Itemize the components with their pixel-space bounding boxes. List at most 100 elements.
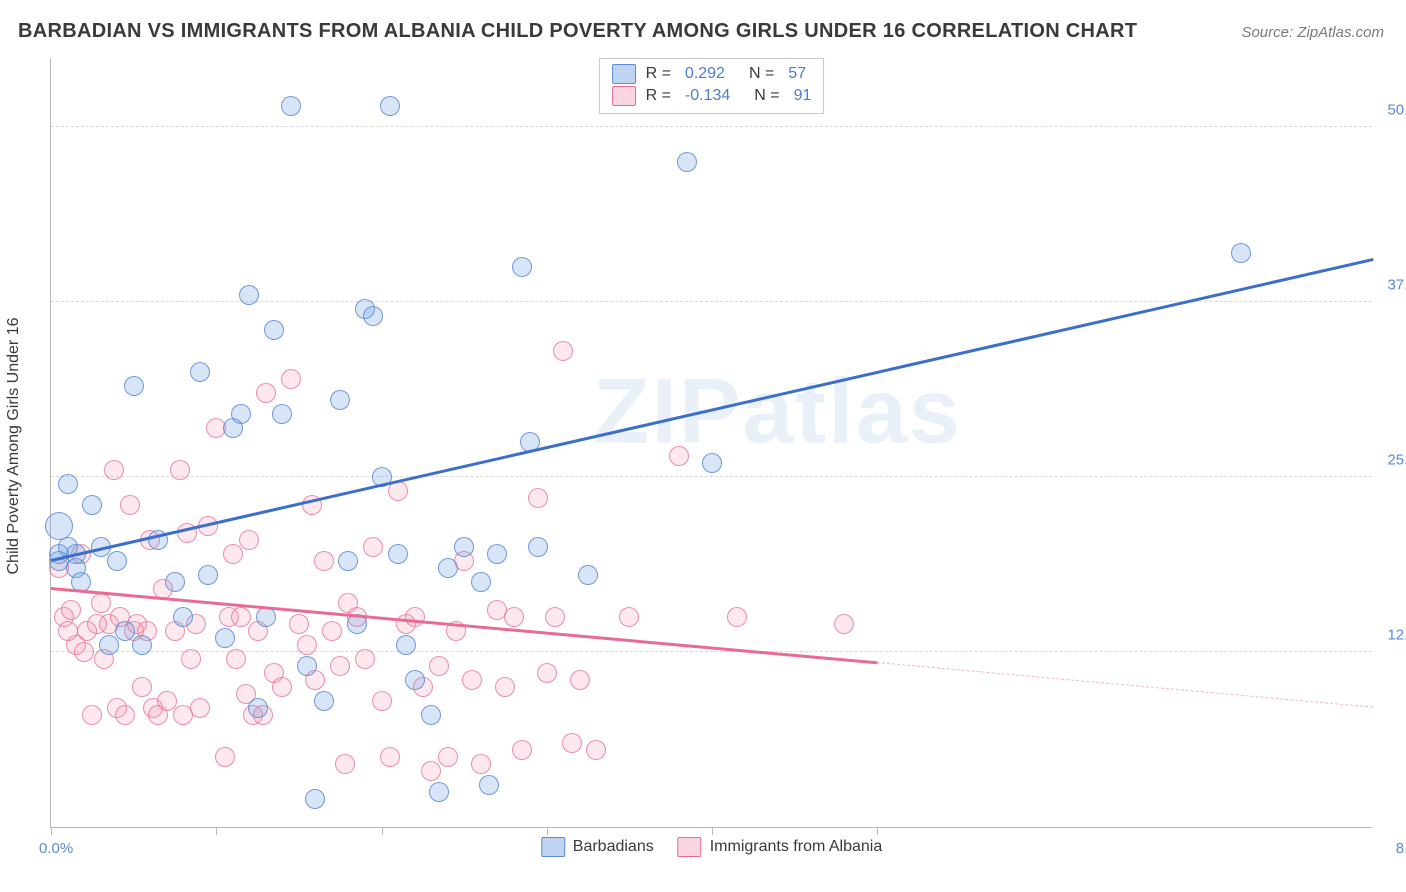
legend-label-pink: Immigrants from Albania — [710, 838, 883, 856]
data-point-blue — [82, 495, 102, 515]
chart-title: BARBADIAN VS IMMIGRANTS FROM ALBANIA CHI… — [18, 20, 1137, 43]
data-point-blue — [132, 635, 152, 655]
data-point-pink — [669, 446, 689, 466]
legend-row-blue: R = 0.292 N = 57 — [612, 63, 812, 85]
data-point-blue — [239, 285, 259, 305]
x-tick — [547, 827, 548, 835]
data-point-blue — [338, 551, 358, 571]
x-tick-label-max: 8.0% — [1396, 840, 1406, 857]
data-point-pink — [82, 705, 102, 725]
data-point-pink — [314, 551, 334, 571]
scatter-plot: ZIPatlas R = 0.292 N = 57 R = -0.134 N =… — [50, 58, 1372, 828]
data-point-pink — [405, 607, 425, 627]
data-point-pink — [512, 740, 532, 760]
x-tick — [216, 827, 217, 835]
data-point-blue — [528, 537, 548, 557]
trendline-pink-dashed — [877, 662, 1373, 708]
data-point-pink — [495, 677, 515, 697]
data-point-blue — [231, 404, 251, 424]
data-point-pink — [372, 691, 392, 711]
data-point-blue — [190, 362, 210, 382]
data-point-blue — [215, 628, 235, 648]
data-point-blue — [58, 474, 78, 494]
data-point-pink — [289, 614, 309, 634]
data-point-pink — [834, 614, 854, 634]
data-point-blue — [124, 376, 144, 396]
data-point-pink — [115, 705, 135, 725]
data-point-blue — [380, 96, 400, 116]
data-point-blue — [115, 621, 135, 641]
data-point-pink — [157, 691, 177, 711]
data-point-blue — [297, 656, 317, 676]
data-point-pink — [471, 754, 491, 774]
swatch-pink — [678, 837, 702, 857]
data-point-pink — [297, 635, 317, 655]
data-point-pink — [272, 677, 292, 697]
data-point-pink — [330, 656, 350, 676]
n-value-pink: 91 — [790, 87, 812, 105]
data-point-pink — [223, 544, 243, 564]
data-point-pink — [181, 649, 201, 669]
data-point-pink — [239, 530, 259, 550]
data-point-pink — [429, 656, 449, 676]
source-attribution: Source: ZipAtlas.com — [1241, 24, 1384, 41]
y-tick-label: 37.5% — [1387, 277, 1406, 294]
data-point-blue — [256, 607, 276, 627]
data-point-pink — [619, 607, 639, 627]
y-axis-label: Child Poverty Among Girls Under 16 — [5, 318, 23, 575]
data-point-pink — [438, 747, 458, 767]
data-point-blue — [578, 565, 598, 585]
data-point-pink — [727, 607, 747, 627]
data-point-blue — [272, 404, 292, 424]
data-point-blue — [405, 670, 425, 690]
data-point-blue — [487, 544, 507, 564]
n-label: N = — [735, 65, 774, 83]
data-point-pink — [74, 642, 94, 662]
x-tick — [382, 827, 383, 835]
data-point-blue — [305, 789, 325, 809]
data-point-pink — [170, 460, 190, 480]
data-point-pink — [355, 649, 375, 669]
x-tick — [877, 827, 878, 835]
r-value-blue: 0.292 — [681, 65, 725, 83]
data-point-pink — [537, 663, 557, 683]
data-point-pink — [132, 677, 152, 697]
data-point-blue — [281, 96, 301, 116]
gridline — [51, 126, 1372, 127]
data-point-pink — [256, 383, 276, 403]
r-label: R = — [646, 87, 671, 105]
data-point-blue — [438, 558, 458, 578]
data-point-pink — [562, 733, 582, 753]
data-point-blue — [99, 635, 119, 655]
data-point-pink — [545, 607, 565, 627]
data-point-blue — [314, 691, 334, 711]
x-tick — [712, 827, 713, 835]
data-point-pink — [91, 593, 111, 613]
legend-row-pink: R = -0.134 N = 91 — [612, 85, 812, 107]
data-point-blue — [479, 775, 499, 795]
legend-label-blue: Barbadians — [573, 838, 654, 856]
x-tick — [51, 827, 52, 835]
data-point-pink — [104, 460, 124, 480]
data-point-pink — [190, 698, 210, 718]
y-tick-label: 12.5% — [1387, 627, 1406, 644]
data-point-pink — [335, 754, 355, 774]
data-point-blue — [388, 544, 408, 564]
data-point-blue — [1231, 243, 1251, 263]
data-point-blue — [165, 572, 185, 592]
data-point-pink — [281, 369, 301, 389]
data-point-pink — [586, 740, 606, 760]
data-point-blue — [512, 257, 532, 277]
data-point-pink — [462, 670, 482, 690]
data-point-pink — [120, 495, 140, 515]
data-point-blue — [421, 705, 441, 725]
swatch-blue — [541, 837, 565, 857]
watermark: ZIPatlas — [593, 359, 962, 464]
n-value-blue: 57 — [784, 65, 806, 83]
data-point-blue — [702, 453, 722, 473]
data-point-pink — [322, 621, 342, 641]
gridline — [51, 651, 1372, 652]
series-legend: Barbadians Immigrants from Albania — [541, 837, 882, 857]
data-point-blue — [198, 565, 218, 585]
legend-item-blue: Barbadians — [541, 837, 654, 857]
